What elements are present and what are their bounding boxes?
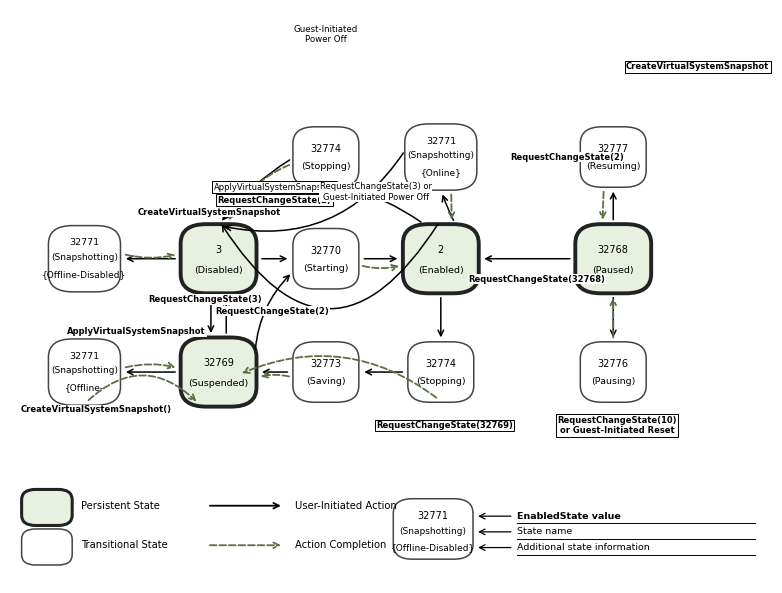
Text: Action Completion: Action Completion: [296, 540, 386, 550]
Text: ApplyVirtualSystemSnapshot: ApplyVirtualSystemSnapshot: [67, 327, 206, 336]
Text: {Offline-Disabled}: {Offline-Disabled}: [42, 270, 127, 279]
FancyBboxPatch shape: [408, 342, 474, 402]
Text: RequestChangeState(3): RequestChangeState(3): [149, 295, 262, 304]
Text: Transitional State: Transitional State: [81, 540, 167, 550]
FancyBboxPatch shape: [405, 124, 477, 190]
FancyBboxPatch shape: [393, 499, 473, 559]
FancyBboxPatch shape: [293, 228, 359, 289]
FancyBboxPatch shape: [22, 489, 72, 525]
Text: (Enabled): (Enabled): [418, 266, 464, 275]
Text: (Resuming): (Resuming): [586, 162, 640, 171]
FancyBboxPatch shape: [293, 342, 359, 402]
Text: (Saving): (Saving): [306, 377, 346, 387]
FancyBboxPatch shape: [22, 529, 72, 565]
Text: (Stopping): (Stopping): [416, 377, 465, 387]
FancyBboxPatch shape: [181, 224, 256, 294]
Text: (Stopping): (Stopping): [301, 162, 350, 171]
FancyBboxPatch shape: [48, 339, 120, 405]
Text: CreateVirtualSystemSnapshot: CreateVirtualSystemSnapshot: [626, 62, 769, 71]
Text: (Suspended): (Suspended): [188, 379, 249, 388]
Text: State name: State name: [518, 527, 572, 536]
FancyBboxPatch shape: [580, 342, 646, 402]
Text: 32776: 32776: [597, 359, 629, 369]
Text: {Online}: {Online}: [421, 168, 461, 177]
Text: {Offline-Disabled}: {Offline-Disabled}: [391, 543, 475, 552]
Text: (Snapshotting): (Snapshotting): [51, 253, 118, 262]
Text: 32777: 32777: [597, 145, 629, 154]
Text: (Snapshotting): (Snapshotting): [407, 151, 475, 160]
Text: CreateVirtualSystemSnapshot: CreateVirtualSystemSnapshot: [138, 208, 282, 216]
Text: RequestChangeState(2): RequestChangeState(2): [217, 196, 332, 205]
Text: Guest-Initiated
Power Off: Guest-Initiated Power Off: [294, 24, 358, 44]
Text: ApplyVirtualSystemSnapshot: ApplyVirtualSystemSnapshot: [213, 183, 335, 192]
Text: RequestChangeState(10)
or Guest-Initiated Reset: RequestChangeState(10) or Guest-Initiate…: [558, 416, 677, 435]
Text: 2: 2: [438, 245, 444, 255]
Text: RequestChangeState(2): RequestChangeState(2): [511, 152, 624, 161]
FancyBboxPatch shape: [576, 224, 651, 294]
Text: CreateVirtualSystemSnapshot(): CreateVirtualSystemSnapshot(): [20, 406, 171, 415]
Text: (Snapshotting): (Snapshotting): [400, 527, 467, 536]
Text: Persistent State: Persistent State: [81, 500, 160, 511]
Text: 32774: 32774: [425, 359, 457, 369]
Text: (Disabled): (Disabled): [194, 266, 243, 275]
FancyBboxPatch shape: [293, 127, 359, 187]
FancyBboxPatch shape: [403, 224, 479, 294]
Text: Additional state information: Additional state information: [518, 543, 650, 552]
Text: RequestChangeState(32768): RequestChangeState(32768): [468, 275, 605, 283]
FancyBboxPatch shape: [580, 127, 646, 187]
Text: (Paused): (Paused): [593, 266, 634, 275]
Text: 32769: 32769: [203, 358, 234, 368]
Text: 32771: 32771: [70, 238, 99, 247]
Text: EnabledState value: EnabledState value: [518, 512, 621, 521]
Text: 32773: 32773: [310, 359, 342, 369]
Text: {Offline-: {Offline-: [65, 384, 104, 393]
Text: 3: 3: [216, 245, 221, 255]
Text: (Pausing): (Pausing): [591, 377, 636, 387]
Text: 32768: 32768: [597, 245, 629, 255]
Text: User-Initiated Action: User-Initiated Action: [296, 500, 397, 511]
Text: 32771: 32771: [425, 136, 456, 145]
Text: 32771: 32771: [70, 352, 99, 361]
Text: 32771: 32771: [418, 511, 449, 521]
Text: RequestChangeState(32769): RequestChangeState(32769): [376, 421, 513, 430]
FancyBboxPatch shape: [181, 337, 256, 407]
FancyBboxPatch shape: [48, 225, 120, 292]
Text: 32770: 32770: [310, 246, 342, 256]
Text: RequestChangeState(2): RequestChangeState(2): [215, 307, 329, 315]
Text: RequestChangeState(3) or
Guest-Initiated Power Off: RequestChangeState(3) or Guest-Initiated…: [320, 182, 432, 202]
Text: (Starting): (Starting): [303, 264, 349, 273]
Text: (Snapshotting): (Snapshotting): [51, 366, 118, 375]
Text: 32774: 32774: [310, 145, 342, 154]
